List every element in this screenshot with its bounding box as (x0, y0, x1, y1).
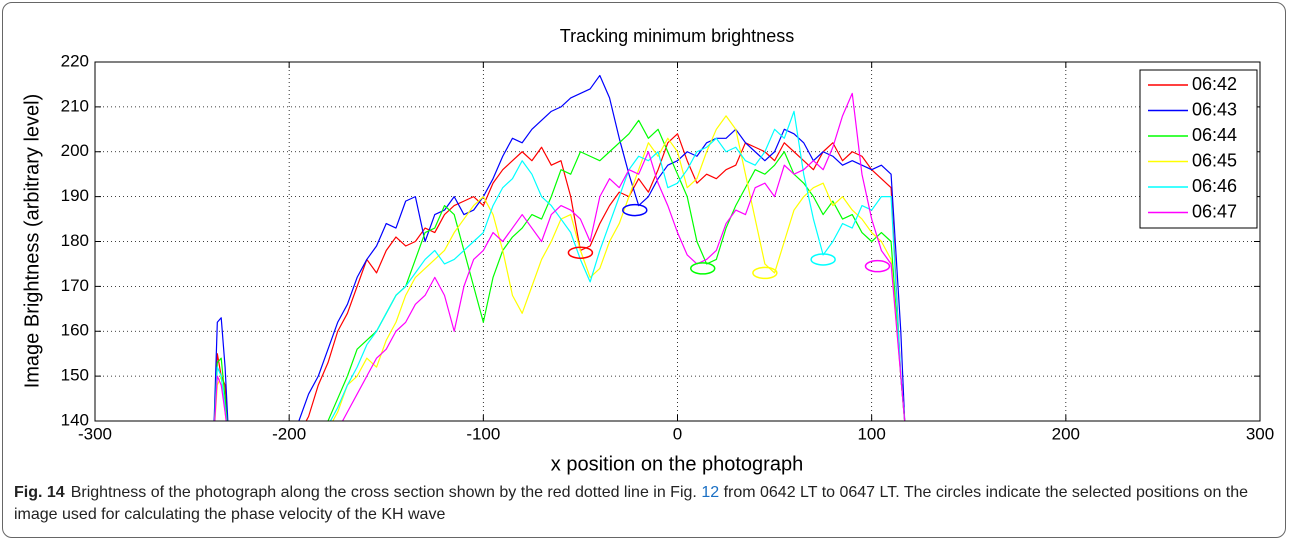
figure-link[interactable]: 12 (701, 484, 720, 501)
y-tick-label: 170 (61, 276, 89, 295)
y-tick-label: 180 (61, 231, 89, 250)
series-line (214, 92, 906, 421)
x-tick-label: 0 (673, 424, 682, 443)
plot-area (95, 62, 1260, 421)
legend-label: 06:47 (1192, 201, 1237, 221)
chart-title: Tracking minimum brightness (560, 26, 794, 46)
series-line (213, 119, 906, 421)
caption-text: Brightness of the photograph along the c… (70, 484, 697, 501)
selected-position (622, 203, 648, 217)
chart: Tracking minimum brightness x position o… (21, 26, 1274, 476)
x-tick-label: -100 (466, 424, 500, 443)
legend-label: 06:45 (1192, 150, 1237, 170)
y-tick-label: 190 (61, 186, 89, 205)
caption-label: Fig. 14 (14, 484, 65, 501)
selected-position (864, 259, 891, 273)
series-line (213, 110, 906, 421)
plot-box (94, 61, 1261, 422)
caption: Fig. 14 Brightness of the photograph alon… (14, 482, 1276, 526)
selected-position (567, 246, 594, 259)
y-tick-label: 220 (61, 51, 89, 70)
legend-label: 06:46 (1192, 176, 1237, 196)
legend-label: 06:44 (1192, 125, 1237, 145)
selected-position (810, 253, 836, 266)
y-axis-label: Image Brightness (arbitrary level) (21, 94, 43, 389)
y-tick-label: 210 (61, 96, 89, 115)
legend-box (1139, 69, 1258, 229)
y-tick-label: 160 (61, 321, 89, 340)
y-tick-label: 200 (61, 141, 89, 160)
x-tick-label: 200 (1052, 424, 1080, 443)
selected-position (689, 262, 716, 275)
x-axis-label: x position on the photograph (551, 453, 803, 475)
y-tick-label: 140 (61, 410, 89, 429)
x-tick-label: -200 (272, 424, 306, 443)
legend-label: 06:43 (1192, 99, 1237, 119)
caption-text: from 0642 LT to 0647 LT. The circles ind… (14, 484, 1249, 523)
legend-label: 06:42 (1192, 74, 1237, 94)
x-tick-label: -300 (78, 424, 112, 443)
x-tick-label: 300 (1246, 424, 1274, 443)
selected-position (752, 266, 778, 280)
x-tick-label: 100 (857, 424, 885, 443)
y-tick-label: 150 (61, 366, 89, 385)
